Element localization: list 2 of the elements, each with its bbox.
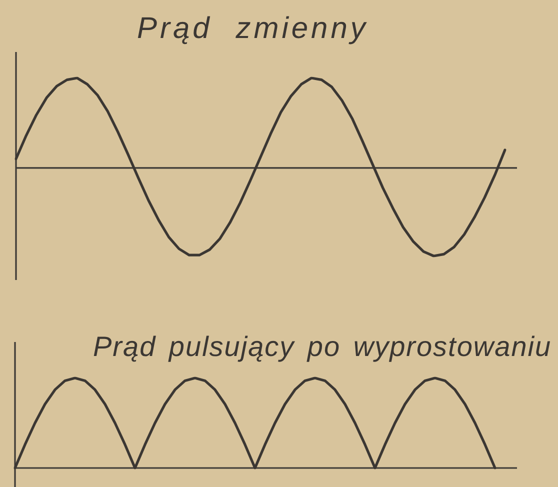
chart-title: Prąd zmienny (137, 12, 368, 45)
chart-title: Prąd pulsujący po wyprostowaniu (93, 331, 552, 362)
